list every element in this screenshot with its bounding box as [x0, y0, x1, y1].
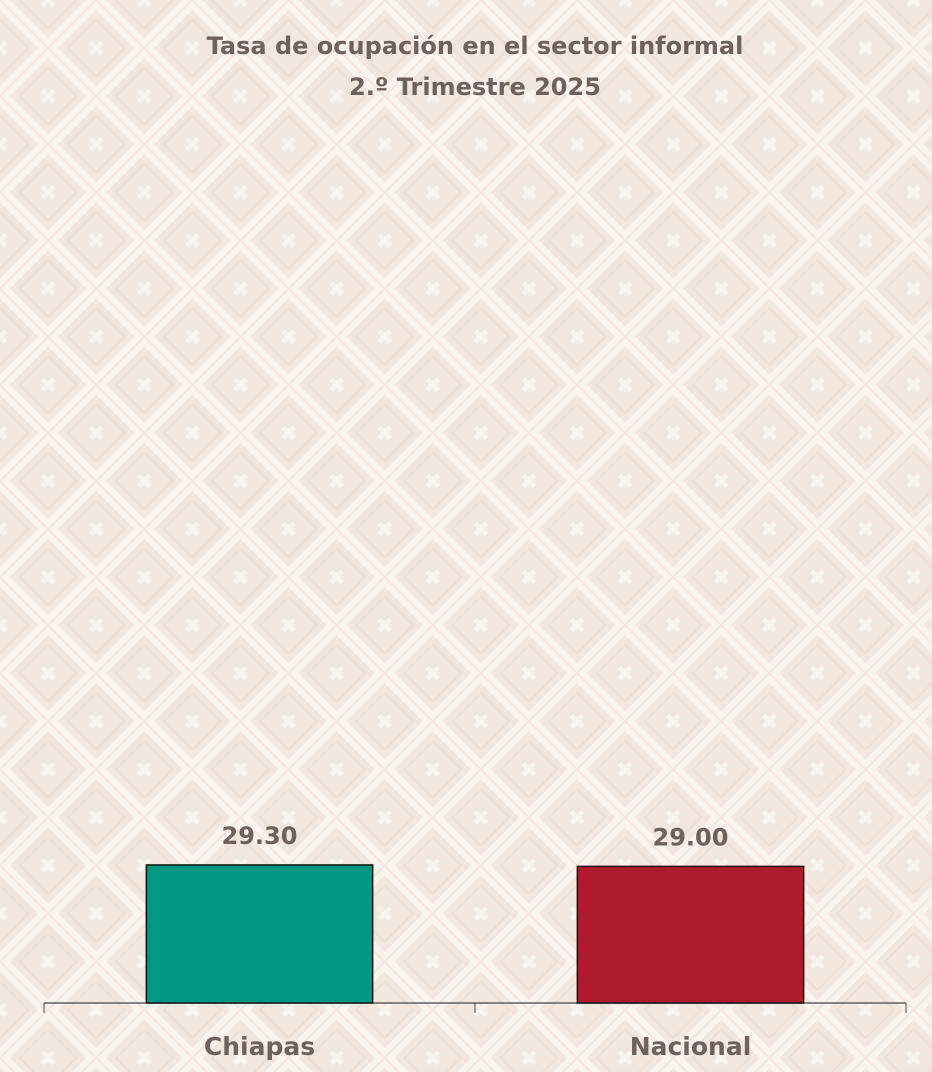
x-tick-label: Nacional [630, 1032, 752, 1061]
value-label: 29.30 [222, 822, 298, 850]
chart-subtitle: 2.º Trimestre 2025 [349, 73, 601, 101]
chart-title: Tasa de ocupación en el sector informal [207, 32, 744, 60]
x-tick-label: Chiapas [204, 1032, 315, 1061]
bar [145, 864, 374, 1004]
value-label: 29.00 [653, 823, 729, 851]
bar [576, 865, 805, 1004]
